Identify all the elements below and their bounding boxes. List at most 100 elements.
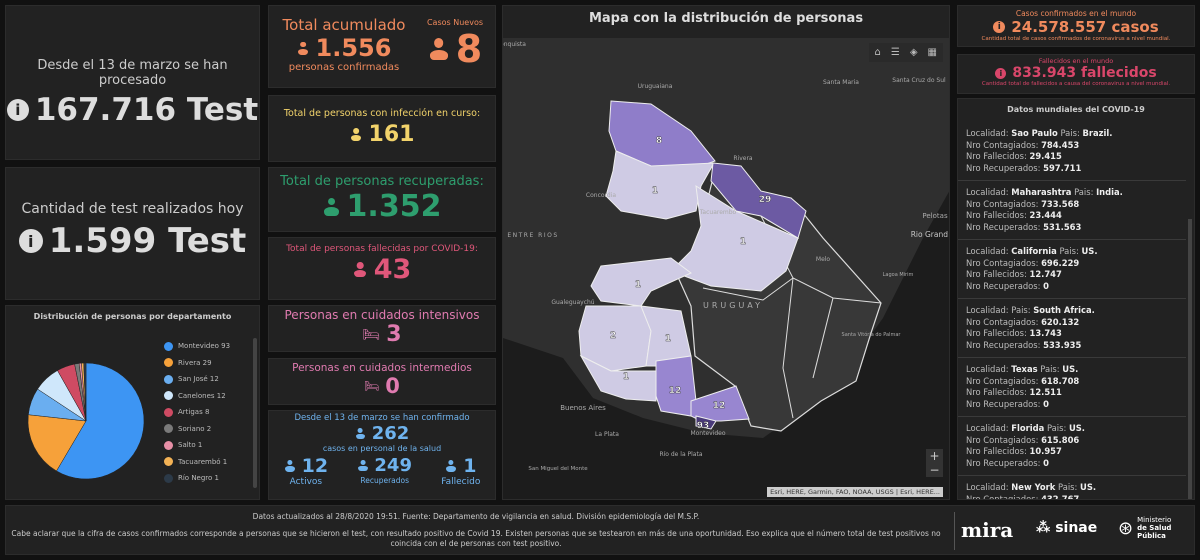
place-label: Santa Vitória do Palmar	[842, 331, 902, 338]
map-title: Mapa con la distribución de personas	[503, 6, 949, 38]
legend-item[interactable]: Artigas 8	[164, 404, 230, 421]
new-cases-label: Casos Nuevos	[426, 18, 484, 27]
label-salto: 1	[652, 186, 658, 196]
footer-note: Cabe aclarar que la cifra de casos confi…	[11, 529, 941, 548]
salud-card: Desde el 13 de marzo se han confirmado 2…	[268, 410, 496, 500]
person-icon	[350, 128, 363, 141]
pie-title: Distribución de personas por departament…	[33, 312, 232, 321]
label-artigas: 8	[656, 136, 662, 146]
acumulado-title: Total acumulado	[282, 16, 406, 34]
label-san-jose: 12	[669, 386, 682, 396]
label-rivera: 29	[759, 195, 772, 205]
salud-sub: casos en personal de la salud	[322, 444, 442, 453]
map-toolbar: ⌂ ☰ ◈ ▦	[868, 43, 943, 62]
layers-icon[interactable]: ◈	[909, 47, 918, 58]
world-deaths-sub: Cantidad total de fallecidos a causa del…	[981, 81, 1171, 87]
sinae-logo: ⁂ sinae	[1036, 520, 1098, 536]
fallecidas-card: Total de personas fallecidas por COVID-1…	[268, 237, 496, 300]
en-curso-card: Total de personas con infección en curso…	[268, 95, 496, 162]
label-rio-negro: 1	[635, 280, 641, 290]
legend-label: Salto 1	[178, 441, 203, 450]
fallecidas-value: 43	[373, 254, 412, 285]
dept-montevideo	[695, 415, 717, 430]
map-attribution: Esri, HERE, Garmin, FAO, NOAA, USGS | Es…	[767, 487, 943, 497]
place-label: San Miguel del Monte	[528, 466, 588, 472]
legend-label: Artigas 8	[178, 408, 210, 417]
legend-swatch	[164, 473, 173, 483]
pie-slice-montevideo[interactable]	[56, 362, 145, 480]
legend-label: Soriano 2	[178, 424, 212, 433]
legend-swatch	[164, 440, 173, 450]
legend-swatch	[164, 391, 173, 401]
legend-item[interactable]: Soriano 2	[164, 421, 230, 438]
salud-activos-value: 12	[301, 455, 329, 477]
legend-item[interactable]: Salto 1	[164, 437, 230, 454]
legend-item[interactable]: Río Negro 1	[164, 470, 230, 487]
legend-item[interactable]: Montevideo 93	[164, 338, 230, 355]
salud-recuperados-label: Recuperados	[360, 476, 410, 485]
legend-icon[interactable]: ☰	[890, 47, 900, 58]
world-cases-title: Casos confirmados en el mundo	[1015, 9, 1137, 18]
world-list-item: Localidad: Florida Pais: US. Nro Contagi…	[958, 417, 1186, 476]
recuperadas-card: Total de personas recuperadas: 1.352	[268, 167, 496, 232]
legend-item[interactable]: San José 12	[164, 371, 230, 388]
pie-slice-rivera[interactable]	[27, 414, 87, 472]
label-montevideo: 93	[697, 421, 710, 431]
mira-logo: mira	[961, 518, 1014, 542]
place-label: Uruguaiana	[638, 83, 673, 90]
world-list-item: Localidad: Texas Pais: US. Nro Contagiad…	[958, 358, 1186, 417]
salud-recuperados-value: 249	[374, 455, 412, 476]
intermedios-value: 0	[385, 374, 400, 398]
world-list-item: Localidad: New York Pais: US. Nro Contag…	[958, 476, 1186, 499]
recuperadas-value: 1.352	[346, 189, 442, 224]
tests-today-card: Cantidad de test realizados hoy i 1.599 …	[5, 167, 260, 300]
label-colonia: 1	[623, 372, 629, 382]
legend-scrollbar[interactable]	[253, 338, 257, 488]
home-icon[interactable]: ⌂	[874, 47, 881, 58]
place-label: Melo	[816, 256, 831, 263]
legend-swatch	[164, 424, 173, 434]
legend-item[interactable]: Canelones 12	[164, 388, 230, 405]
basemap-gallery-icon[interactable]: ▦	[927, 47, 937, 58]
person-icon	[445, 460, 457, 472]
legend-item[interactable]: Rivera 29	[164, 355, 230, 372]
salud-activos-label: Activos	[289, 477, 323, 487]
world-list-scrollbar[interactable]	[1188, 219, 1192, 499]
place-label: onquista	[503, 41, 526, 48]
info-icon: i	[6, 99, 29, 121]
tests-today-label: Cantidad de test realizados hoy	[21, 201, 244, 217]
dept-canelones	[690, 385, 750, 422]
legend-label: Canelones 12	[178, 391, 226, 400]
legend-item[interactable]: Tacuarembó 1	[164, 454, 230, 471]
msp-logo: ⊛ Ministerio de Salud Pública	[1118, 516, 1172, 540]
world-list-title: Datos mundiales del COVID-19	[1007, 105, 1145, 114]
zoom-in-button[interactable]: +	[929, 449, 940, 463]
intensivos-value: 3	[386, 322, 402, 347]
bed-icon: 🛏	[364, 379, 380, 393]
place-label: Santa Cruz do Sul	[892, 77, 946, 84]
legend-label: Tacuarembó 1	[178, 457, 228, 466]
world-cases-card: Casos confirmados en el mundo i 24.578.55…	[957, 5, 1195, 47]
person-icon	[428, 38, 450, 60]
intensivos-title: Personas en cuidados intensivos	[284, 308, 480, 322]
intensivos-card: Personas en cuidados intensivos 🛏 3	[268, 305, 496, 352]
info-icon: i	[18, 229, 43, 253]
tests-total-label: Desde el 13 de marzo se han procesado	[37, 58, 228, 88]
info-icon: i	[995, 67, 1007, 79]
tests-total-card: Desde el 13 de marzo se han procesado i …	[5, 5, 260, 160]
salud-fallecido-label: Fallecido	[441, 477, 481, 487]
place-label: La Plata	[595, 431, 619, 438]
place-label: Buenos Aires	[560, 404, 606, 412]
dept-salto	[605, 150, 715, 220]
en-curso-value: 161	[368, 122, 415, 147]
bed-icon: 🛏	[362, 326, 381, 343]
zoom-out-button[interactable]: −	[929, 463, 940, 477]
place-label: Pelotas	[922, 212, 948, 220]
person-icon	[323, 198, 341, 216]
label-tacuarembo: 1	[740, 237, 746, 247]
pie-slice-río-negro[interactable]	[83, 362, 87, 422]
world-list[interactable]: Localidad: Sao Paulo Pais: Brazil. Nro C…	[958, 122, 1186, 499]
person-icon	[297, 42, 310, 55]
world-list-item: Localidad: Sao Paulo Pais: Brazil. Nro C…	[958, 122, 1186, 181]
map-view[interactable]: 8 1 29 1 1 2 1 1 12 12 93 onquista Urugu…	[503, 38, 950, 500]
